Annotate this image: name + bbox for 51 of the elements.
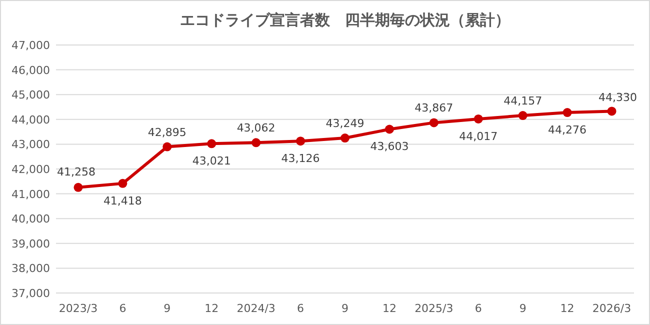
x-tick-label: 9 — [519, 302, 526, 315]
data-label: 43,062 — [236, 122, 276, 135]
point — [562, 108, 572, 118]
x-tick-label: 12 — [560, 302, 574, 315]
point — [296, 136, 306, 146]
point — [162, 142, 172, 152]
data-label: 44,017 — [459, 130, 498, 143]
data-label: 43,603 — [370, 140, 409, 154]
y-tick-label: 45,000 — [12, 88, 50, 102]
x-tick-label: 6 — [474, 302, 482, 315]
point — [74, 182, 83, 192]
point — [207, 139, 216, 148]
y-tick-label: 39,000 — [12, 237, 50, 250]
y-tick-label: 37,000 — [12, 287, 50, 300]
x-tick-label: 2024/3 — [236, 302, 276, 315]
x-tick-label: 2025/3 — [414, 302, 454, 315]
data-label: 44,276 — [548, 124, 587, 137]
point — [607, 106, 616, 116]
x-tick-label: 2023/3 — [58, 302, 98, 315]
data-label: 42,895 — [148, 126, 186, 139]
x-tick-label: 12 — [204, 302, 219, 315]
y-tick-label: 44,000 — [12, 113, 50, 126]
data-label: 44,330 — [598, 91, 638, 104]
data-label: 43,126 — [281, 152, 320, 166]
data-label: 43,867 — [414, 102, 454, 115]
point — [118, 178, 128, 188]
point — [518, 111, 528, 120]
y-tick-label: 42,000 — [12, 163, 50, 176]
x-tick-label: 2026/3 — [592, 302, 632, 315]
data-label: 41,418 — [103, 194, 142, 208]
x-tick-label: 9 — [164, 302, 171, 315]
point — [429, 118, 438, 128]
y-tick-label: 40,000 — [12, 212, 50, 226]
x-tick-label: 9 — [342, 302, 348, 315]
point — [384, 124, 394, 134]
data-label: 41,258 — [56, 165, 96, 178]
point — [474, 114, 483, 124]
data-label: 44,157 — [504, 94, 542, 108]
data-label: 43,249 — [326, 117, 364, 130]
x-tick-label: 6 — [297, 302, 304, 315]
data-label: 43,021 — [192, 154, 231, 168]
x-tick-label: 12 — [382, 302, 396, 315]
point — [340, 134, 350, 143]
x-tick-label: 6 — [119, 302, 126, 315]
y-tick-label: 43,000 — [12, 138, 50, 152]
point — [252, 138, 261, 148]
y-tick-label: 47,000 — [12, 39, 50, 52]
y-tick-label: 41,000 — [12, 188, 50, 201]
chart-title: エコドライブ宣言者数 四半期毎の状況（累計） — [180, 11, 510, 29]
y-tick-label: 38,000 — [12, 262, 50, 276]
y-tick-label: 46,000 — [12, 64, 50, 77]
